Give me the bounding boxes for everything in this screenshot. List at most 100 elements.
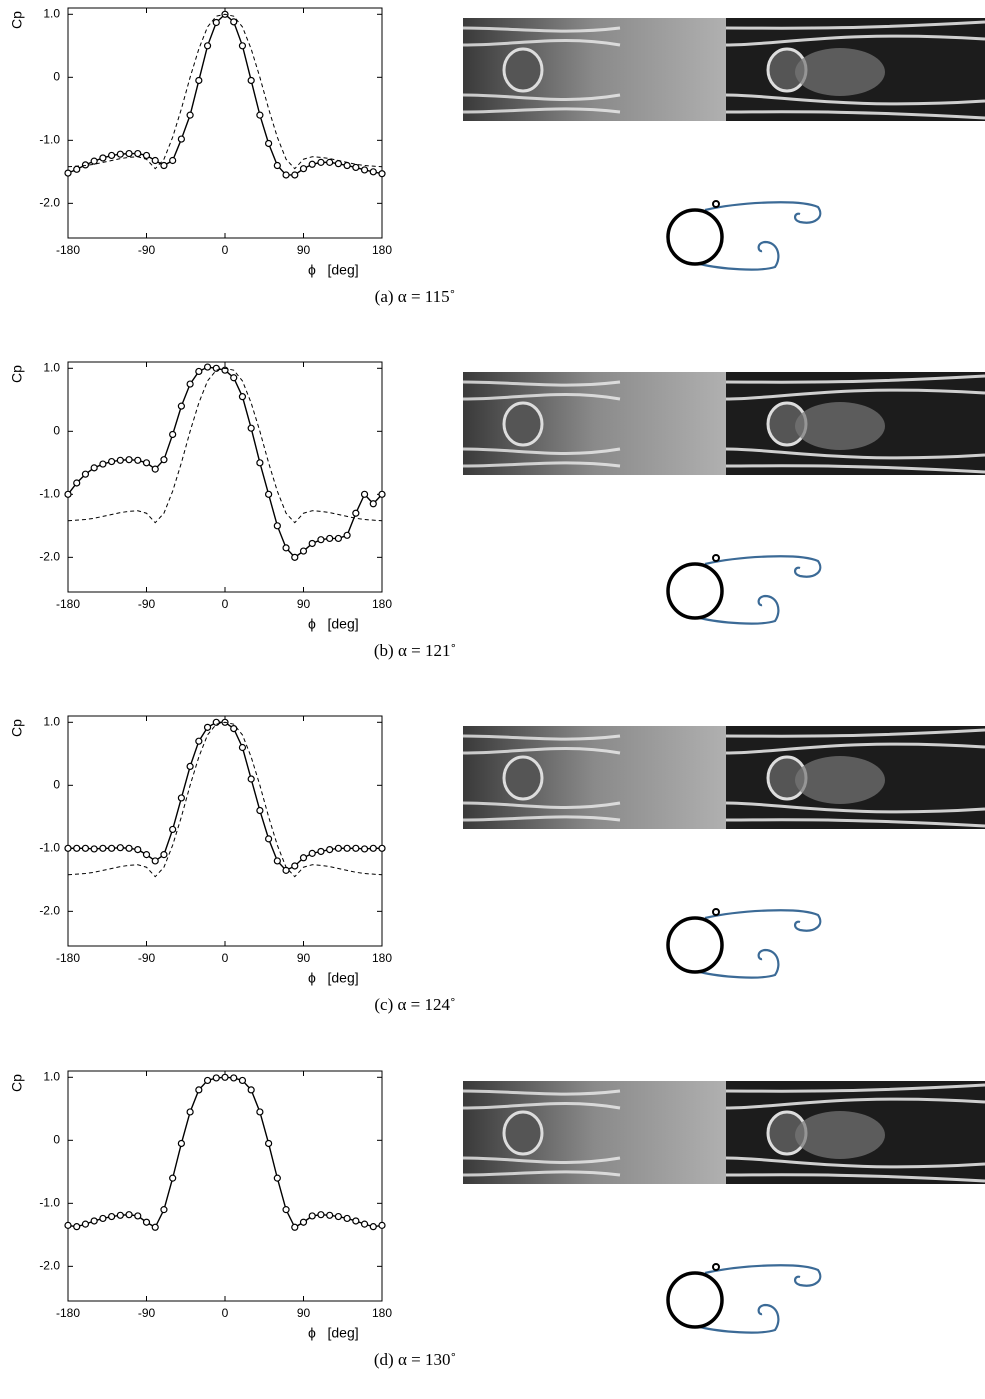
data-point — [308, 1212, 316, 1220]
data-point — [169, 156, 177, 165]
y-tick-label: 0 — [53, 69, 60, 83]
data-point — [238, 393, 247, 401]
data-point — [90, 157, 98, 165]
data-point — [343, 531, 351, 539]
data-point — [282, 544, 290, 552]
data-point — [212, 1074, 220, 1082]
y-tick-label: 1.0 — [43, 714, 60, 728]
data-point — [378, 170, 386, 178]
data-point — [186, 111, 194, 119]
data-point — [81, 844, 90, 852]
streamline — [725, 374, 985, 384]
data-point — [81, 1220, 90, 1228]
wire-sketch — [712, 554, 720, 562]
streamline — [725, 1097, 985, 1110]
y-axis-label: Cp — [9, 365, 25, 383]
data-point — [369, 844, 377, 852]
photo-left — [463, 726, 726, 829]
data-point — [317, 847, 325, 856]
data-point — [273, 161, 281, 170]
data-point — [73, 165, 81, 173]
x-axis-label: ϕ [deg] — [308, 262, 359, 278]
photo-left — [463, 18, 726, 121]
y-axis-label: Cp — [9, 719, 25, 737]
data-point — [299, 547, 308, 555]
data-point — [81, 161, 90, 169]
data-point — [273, 1174, 281, 1182]
data-point — [186, 380, 194, 388]
x-tick-label: -180 — [56, 1306, 80, 1320]
x-tick-label: -180 — [56, 597, 80, 611]
data-point — [273, 522, 281, 530]
photo-left — [463, 372, 726, 475]
data-point — [334, 1212, 342, 1221]
data-point — [352, 163, 360, 172]
wire-sketch — [712, 200, 720, 208]
data-point — [151, 857, 159, 865]
photo-left — [463, 1081, 726, 1184]
vortex-sketch — [699, 240, 780, 271]
x-tick-label: 0 — [222, 1306, 229, 1320]
data-point — [212, 718, 220, 726]
caption: (c) α = 124˚ — [374, 995, 455, 1014]
data-point — [360, 845, 369, 853]
x-tick-label: -90 — [138, 597, 156, 611]
data-point — [299, 165, 308, 173]
streamline — [462, 107, 621, 114]
data-point — [160, 161, 168, 170]
streamline — [462, 1156, 621, 1164]
reference-line — [67, 367, 383, 524]
data-point — [151, 156, 159, 165]
data-point — [116, 456, 124, 464]
y-tick-label: -1.0 — [39, 133, 60, 147]
data-point — [230, 18, 238, 26]
data-point — [99, 844, 107, 852]
wake — [795, 402, 885, 450]
wake — [795, 48, 885, 96]
cylinder-sketch — [666, 208, 724, 266]
streamline — [725, 20, 985, 30]
plot-frame — [67, 715, 383, 947]
flow-photo — [462, 726, 985, 829]
y-tick-label: -1.0 — [39, 487, 60, 501]
streamline — [462, 380, 621, 387]
data-point — [334, 534, 342, 543]
data-point — [108, 1212, 116, 1221]
data-point — [160, 456, 168, 464]
data-point — [256, 1108, 264, 1116]
x-axis-label: ϕ [deg] — [308, 970, 359, 986]
y-tick-label: 1.0 — [43, 1069, 60, 1083]
data-point — [317, 1211, 325, 1219]
data-point — [64, 844, 72, 852]
data-point — [99, 460, 107, 468]
data-point — [134, 1212, 142, 1220]
data-point — [291, 1223, 299, 1231]
data-point — [326, 534, 334, 543]
data-point — [203, 363, 212, 371]
data-point — [334, 844, 342, 852]
cylinder — [502, 47, 544, 93]
streamline — [725, 1156, 985, 1169]
cylinder — [502, 1110, 544, 1156]
data-point — [64, 1221, 72, 1229]
streamline — [462, 1089, 621, 1096]
data-point — [134, 845, 142, 854]
streamline — [462, 747, 621, 755]
data-point — [352, 1217, 360, 1225]
data-point — [203, 723, 212, 731]
data-point — [151, 465, 159, 473]
streamline — [462, 734, 621, 741]
x-tick-label: 180 — [372, 243, 392, 257]
streamline — [462, 815, 621, 822]
data-point — [73, 844, 81, 852]
data-point — [291, 862, 299, 870]
data-point — [282, 866, 290, 874]
data-point — [186, 762, 194, 771]
x-tick-label: 180 — [372, 1306, 392, 1320]
data-point — [99, 1214, 107, 1223]
y-tick-label: -2.0 — [39, 550, 60, 564]
data-point — [238, 42, 247, 50]
x-tick-label: 90 — [297, 1306, 311, 1320]
x-tick-label: -180 — [56, 243, 80, 257]
